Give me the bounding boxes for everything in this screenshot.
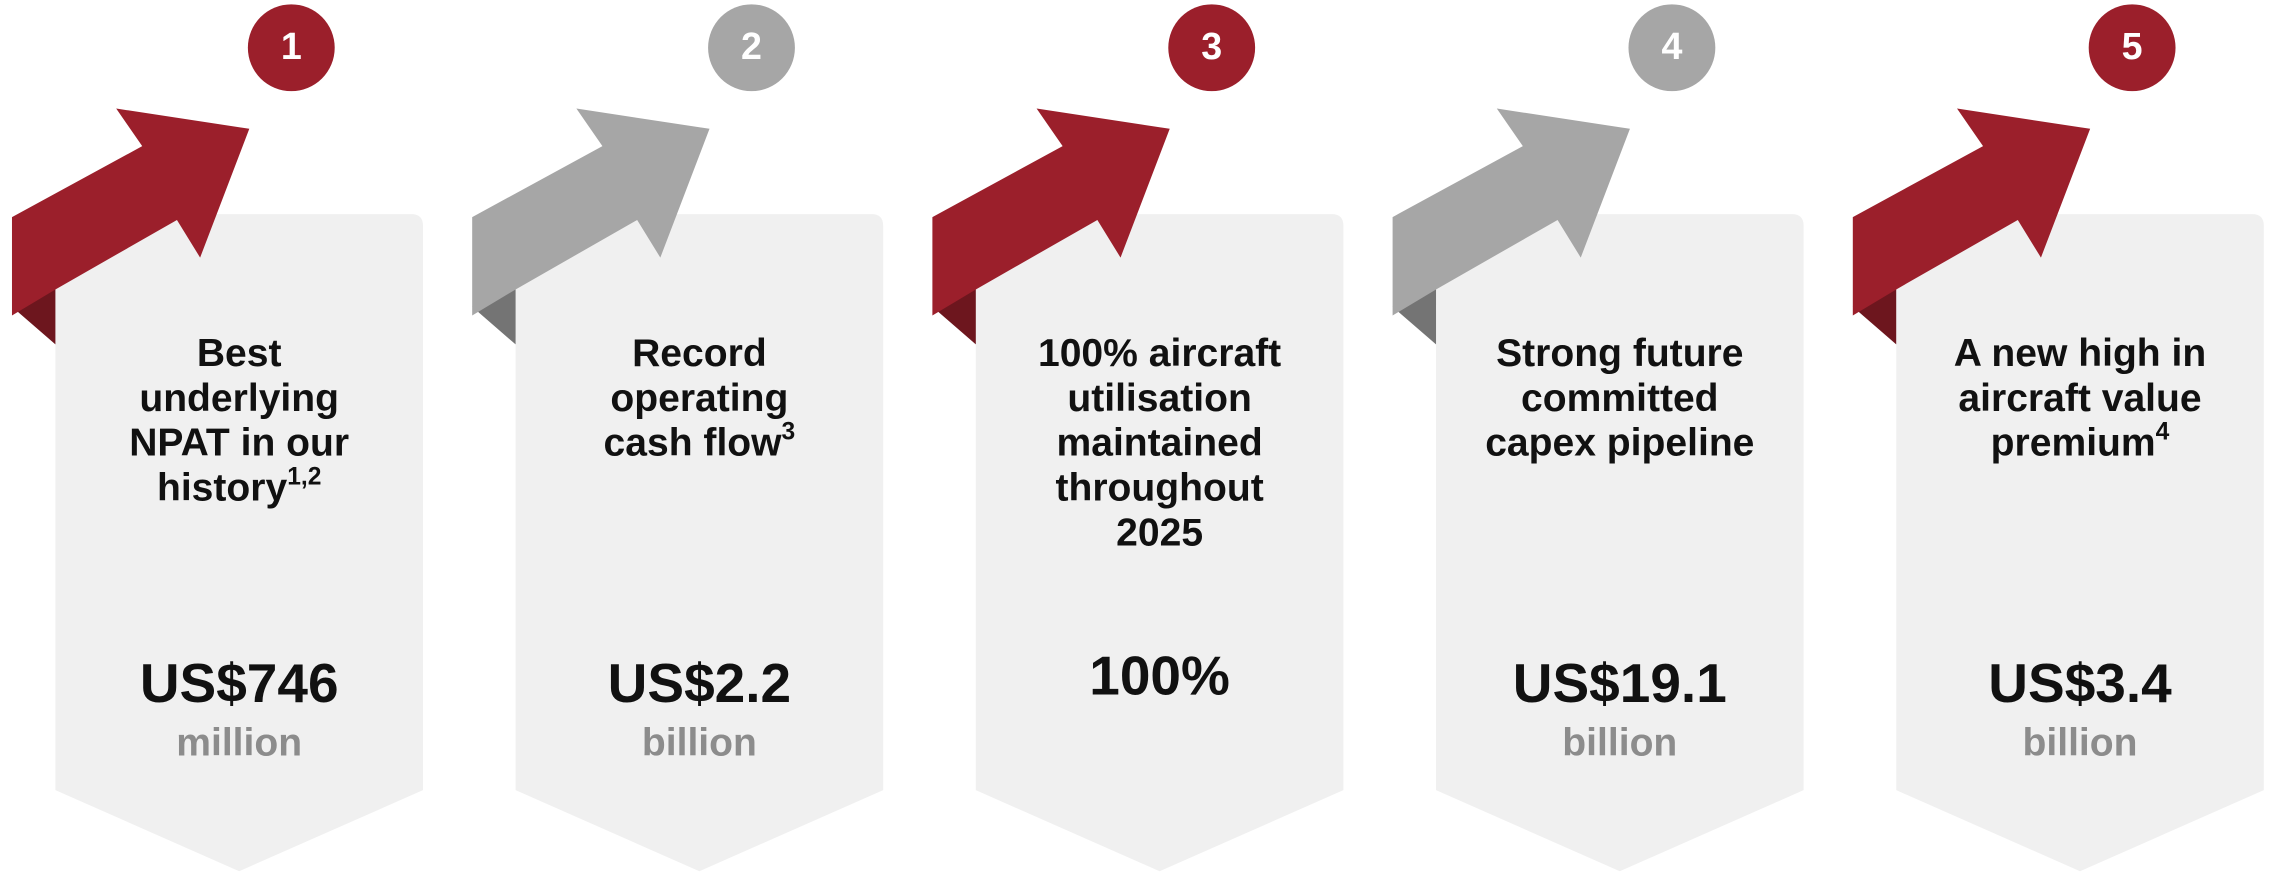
number-badge — [708, 4, 795, 92]
unit: million — [176, 722, 302, 765]
title-text: Record — [632, 332, 767, 375]
arrow-fold — [1852, 286, 1897, 345]
title-line: 100% aircraft — [1038, 332, 1281, 375]
number-badge — [1168, 4, 1256, 92]
title-text: throughout — [1055, 467, 1263, 510]
superscript: 3 — [782, 418, 796, 445]
card-panel — [1896, 214, 2264, 872]
title-text: Best — [197, 332, 282, 375]
number: 1 — [281, 25, 302, 67]
title-text: 100% aircraft — [1038, 332, 1281, 375]
title-text: aircraft value — [1958, 377, 2201, 420]
title-text: premium — [1991, 422, 2156, 465]
arrow-fold — [11, 286, 56, 345]
arrow — [1852, 108, 2091, 316]
arrow — [1392, 108, 1630, 316]
title-text: Strong future — [1496, 332, 1743, 375]
card-panel — [975, 214, 1344, 872]
title-text: A new high in — [1954, 332, 2206, 375]
unit: billion — [2023, 722, 2138, 765]
arrow — [472, 108, 710, 316]
superscript: 4 — [2156, 418, 2170, 445]
arrow — [932, 108, 1170, 316]
title-line: premium4 — [1991, 418, 2170, 465]
number: 4 — [1661, 25, 1682, 67]
title-line: Strong future — [1496, 332, 1743, 375]
value: US$3.4 — [1988, 652, 2172, 714]
title-line: history1,2 — [157, 463, 321, 510]
title-line: Best — [197, 332, 282, 375]
title-text: underlying — [139, 377, 339, 420]
title-line: committed — [1521, 377, 1719, 420]
value: US$19.1 — [1513, 652, 1727, 714]
title-text: committed — [1521, 377, 1719, 420]
unit: billion — [1562, 722, 1677, 765]
title-line: NPAT in our — [129, 422, 349, 465]
number: 3 — [1201, 25, 1222, 67]
title-line: capex pipeline — [1485, 422, 1754, 465]
card-panel — [515, 214, 884, 872]
arrow-fold — [1392, 286, 1437, 345]
number-badge — [2088, 4, 2176, 92]
unit: billion — [642, 722, 757, 765]
card-panel — [55, 214, 423, 872]
title-line: Record — [632, 332, 767, 375]
title-text: history — [157, 467, 288, 510]
value: 100% — [1089, 645, 1230, 707]
title-text: maintained — [1056, 422, 1262, 465]
title-line: aircraft value — [1958, 377, 2201, 420]
title-text: cash flow — [604, 422, 783, 465]
title-line: cash flow3 — [604, 418, 796, 465]
title-line: 2025 — [1116, 512, 1203, 555]
card: 3 100% aircraftutilisationmaintainedthrou… — [932, 4, 1344, 872]
value: US$2.2 — [608, 652, 791, 714]
number-badge — [1628, 4, 1716, 92]
title-line: A new high in — [1954, 332, 2206, 375]
arrow-fold — [932, 286, 976, 345]
title-line: operating — [610, 377, 788, 420]
arrow-fold — [472, 286, 516, 345]
title-line: maintained — [1056, 422, 1262, 465]
title-text: 2025 — [1116, 512, 1203, 555]
title-line: utilisation — [1067, 377, 1251, 420]
superscript: 1,2 — [287, 463, 321, 490]
title-line: throughout — [1055, 467, 1263, 510]
title-text: operating — [610, 377, 788, 420]
number: 5 — [2122, 25, 2143, 67]
card-panel — [1436, 214, 1804, 872]
title-line: underlying — [139, 377, 339, 420]
number: 2 — [741, 25, 762, 67]
title-text: NPAT in our — [129, 422, 349, 465]
title-text: utilisation — [1067, 377, 1251, 420]
value: US$746 — [140, 652, 339, 714]
title-text: capex pipeline — [1485, 422, 1754, 465]
arrow — [11, 108, 250, 316]
number-badge — [247, 4, 335, 92]
